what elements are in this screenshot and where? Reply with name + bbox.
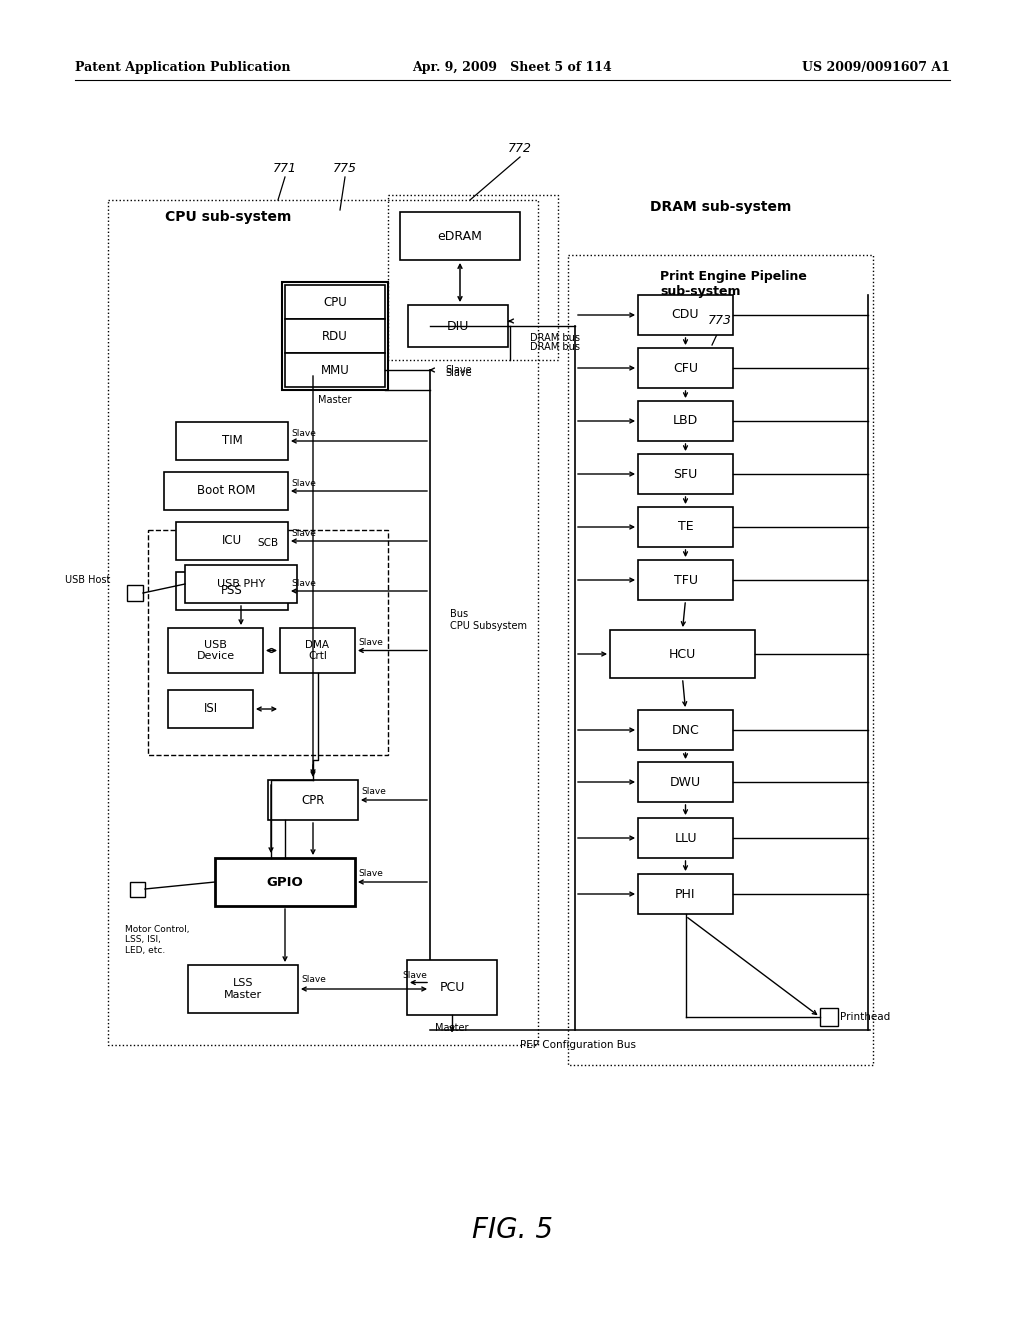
Text: Patent Application Publication: Patent Application Publication [75,62,291,74]
Bar [268,780,358,820]
Bar [638,348,733,388]
Text: Printhead: Printhead [840,1012,890,1022]
Bar [176,521,288,560]
Text: CPU sub-system: CPU sub-system [165,210,292,224]
Text: DIU: DIU [446,319,469,333]
Text: USB Host: USB Host [65,576,110,585]
Text: Slave: Slave [445,366,472,375]
Text: SCB: SCB [257,539,279,548]
Bar [400,213,520,260]
Text: ISI: ISI [204,702,217,715]
Text: DWU: DWU [670,776,701,788]
Text: DRAM sub-system: DRAM sub-system [650,201,792,214]
Text: LSS
Master: LSS Master [224,978,262,999]
Text: 773: 773 [708,314,732,326]
Text: TE: TE [678,520,693,533]
Text: GPIO: GPIO [266,875,303,888]
Bar [168,690,253,729]
Text: Slave: Slave [291,528,315,537]
Text: Slave: Slave [358,870,383,879]
Bar [108,201,538,1045]
Bar [285,285,385,319]
Bar [638,454,733,494]
Text: Slave: Slave [358,638,383,647]
Text: DMA
Crtl: DMA Crtl [305,640,330,661]
Bar [148,531,388,755]
Bar [280,628,355,673]
Text: SFU: SFU [674,467,697,480]
Bar [130,882,145,898]
Text: Motor Control,
LSS, ISI,
LED, etc.: Motor Control, LSS, ISI, LED, etc. [125,925,189,954]
Bar [568,255,873,1065]
Bar [638,401,733,441]
Text: PSS: PSS [221,585,243,598]
Bar [638,818,733,858]
Text: LBD: LBD [673,414,698,428]
Text: 775: 775 [333,161,357,174]
Bar [164,473,288,510]
Text: CPU: CPU [324,296,347,309]
Text: Apr. 9, 2009   Sheet 5 of 114: Apr. 9, 2009 Sheet 5 of 114 [412,62,612,74]
Text: Slave: Slave [301,975,326,985]
Text: MMU: MMU [321,363,349,376]
Bar [407,960,497,1015]
Text: Master: Master [318,395,352,405]
Bar [282,282,388,389]
Text: 772: 772 [508,141,532,154]
Text: HCU: HCU [669,648,696,660]
Text: Boot ROM: Boot ROM [197,484,255,498]
Text: Slave: Slave [291,578,315,587]
Text: TIM: TIM [221,434,243,447]
Bar [408,305,508,347]
Text: LLU: LLU [674,832,696,845]
Text: Print Engine Pipeline
sub-system: Print Engine Pipeline sub-system [660,271,807,298]
Bar [820,1008,838,1026]
Text: PEP Configuration Bus: PEP Configuration Bus [520,1040,636,1049]
Text: Slave: Slave [291,479,315,487]
Bar [168,628,263,673]
Text: FIG. 5: FIG. 5 [471,1216,553,1243]
Text: CFU: CFU [673,362,698,375]
Bar [638,560,733,601]
Text: RDU: RDU [323,330,348,342]
Text: PHI: PHI [675,887,695,900]
Text: eDRAM: eDRAM [437,230,482,243]
Bar [638,710,733,750]
Text: USB
Device: USB Device [197,640,234,661]
Text: DRAM bus: DRAM bus [530,342,580,352]
Text: Bus
CPU Subsystem: Bus CPU Subsystem [450,610,527,631]
Text: CPR: CPR [301,793,325,807]
Text: DNC: DNC [672,723,699,737]
Bar [638,762,733,803]
Bar [127,585,143,601]
Bar [638,294,733,335]
Text: PCU: PCU [439,981,465,994]
Bar [188,965,298,1012]
Bar [285,319,385,352]
Bar [610,630,755,678]
Text: Slave: Slave [402,972,427,979]
Text: Slave: Slave [445,368,472,378]
Text: TFU: TFU [674,573,697,586]
Text: Slave: Slave [361,788,386,796]
Text: US 2009/0091607 A1: US 2009/0091607 A1 [802,62,950,74]
Bar [185,565,297,603]
Text: USB PHY: USB PHY [217,579,265,589]
Text: ICU: ICU [222,535,242,548]
Text: CDU: CDU [672,309,699,322]
Bar [215,858,355,906]
Bar [638,874,733,913]
Bar [638,507,733,546]
Text: 771: 771 [273,161,297,174]
Bar [285,352,385,387]
Text: DRAM bus: DRAM bus [530,333,580,343]
Bar [176,422,288,459]
Text: Slave: Slave [291,429,315,437]
Bar [388,195,558,360]
Text: Master: Master [435,1023,469,1034]
Bar [176,572,288,610]
